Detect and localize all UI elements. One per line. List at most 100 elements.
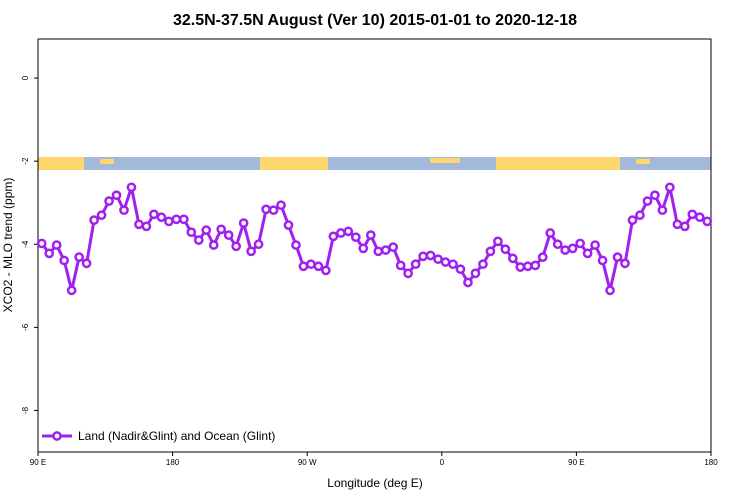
data-point: [208, 240, 219, 250]
data-point: [171, 214, 182, 225]
data-point: [313, 261, 324, 272]
legend-marker: [52, 431, 62, 441]
data-point: [149, 209, 159, 220]
data-point: [410, 259, 421, 270]
data-point: [694, 212, 705, 223]
data-point: [433, 254, 443, 265]
data-point: [418, 251, 428, 262]
data-point: [425, 250, 436, 261]
data-point: [276, 200, 286, 211]
data-point: [485, 246, 496, 257]
data-point: [126, 182, 137, 193]
data-point: [291, 240, 301, 250]
data-point: [560, 245, 571, 255]
y-tick-label: -4: [21, 240, 30, 248]
data-point: [612, 252, 623, 262]
x-tick-label: 90 W: [298, 458, 317, 467]
x-tick-label: 0: [440, 458, 445, 467]
data-point: [119, 205, 129, 216]
data-point: [66, 285, 77, 296]
data-point: [493, 236, 503, 247]
data-point: [650, 190, 660, 201]
data-point: [507, 253, 518, 264]
data-point: [597, 255, 608, 266]
x-tick-label: 180: [166, 458, 180, 467]
data-point: [575, 238, 585, 249]
data-point: [238, 218, 249, 228]
data-point: [231, 241, 242, 252]
data-point: [216, 224, 227, 235]
data-point: [89, 215, 99, 226]
data-point: [193, 235, 204, 245]
data-point: [298, 261, 309, 272]
data-point: [104, 196, 114, 206]
data-point: [51, 240, 62, 250]
data-point: [186, 227, 197, 238]
data-point: [679, 221, 690, 232]
data-point: [620, 258, 630, 269]
y-axis-label: XCO2 - MLO trend (ppm): [1, 178, 15, 313]
data-point: [164, 216, 174, 227]
x-tick-label: 90 E: [30, 458, 46, 467]
data-point: [478, 259, 488, 270]
data-point: [268, 205, 279, 216]
data-point: [403, 268, 413, 279]
x-tick-label: 90 E: [568, 458, 584, 467]
data-point: [141, 221, 152, 232]
data-point: [657, 205, 668, 216]
data-point: [246, 246, 256, 257]
data-point: [522, 261, 533, 272]
data-point: [336, 228, 346, 238]
data-point: [44, 248, 55, 259]
data-point: [59, 255, 70, 266]
land-ocean-strip: [38, 157, 711, 170]
data-point: [545, 228, 556, 238]
chart-title: 32.5N-37.5N August (Ver 10) 2015-01-01 t…: [173, 12, 577, 29]
data-point: [627, 215, 638, 226]
data-point: [702, 216, 713, 227]
data-point: [440, 257, 451, 267]
data-point: [642, 196, 653, 206]
data-point: [306, 259, 316, 270]
data-point: [537, 252, 548, 262]
data-point: [567, 243, 578, 254]
data-point: [455, 264, 466, 275]
data-point: [253, 239, 264, 250]
data-point: [500, 244, 511, 255]
data-point: [283, 220, 294, 230]
data-point: [388, 242, 399, 253]
data-point: [111, 190, 122, 201]
data-point: [178, 214, 189, 225]
data-point: [96, 210, 107, 221]
x-tick-label: 180: [704, 458, 718, 467]
data-point: [515, 262, 526, 272]
data-point: [350, 232, 361, 243]
data-point: [156, 212, 167, 223]
data-point: [81, 258, 92, 269]
data-point: [74, 252, 84, 262]
series-line: [40, 185, 708, 292]
data-point: [582, 248, 593, 259]
y-tick-label: -8: [21, 406, 30, 414]
data-point: [365, 230, 376, 240]
data-point: [223, 230, 234, 240]
data-point: [635, 210, 645, 221]
data-point: [358, 243, 369, 254]
y-tick-label: 0: [21, 75, 30, 80]
y-tick-label: -6: [21, 323, 30, 331]
data-point: [321, 265, 331, 276]
data-point: [380, 245, 391, 255]
data-point: [36, 238, 47, 249]
data-point: [463, 277, 473, 288]
data-point: [672, 219, 683, 230]
y-tick-label: -2: [21, 157, 30, 165]
data-point: [328, 231, 339, 242]
data-point: [552, 239, 563, 250]
data-point: [448, 259, 458, 270]
data-point: [530, 260, 541, 271]
x-axis-label: Longitude (deg E): [327, 476, 422, 490]
data-point: [590, 240, 600, 250]
data-point: [605, 285, 615, 296]
data-point: [261, 204, 271, 215]
